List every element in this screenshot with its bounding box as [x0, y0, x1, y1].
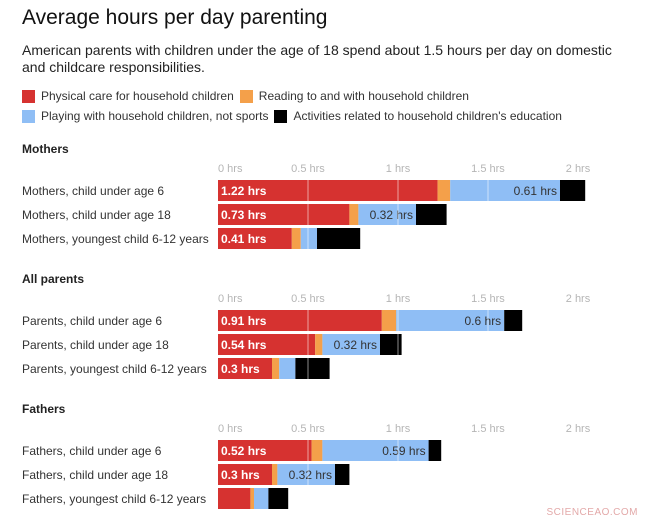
legend-swatch-playing: [22, 109, 35, 123]
legend-item-education: Activities related to household children…: [274, 109, 562, 123]
bar-segment-reading: [272, 358, 280, 379]
x-tick-label: 0 hrs: [218, 293, 243, 305]
legend-label-physical: Physical care for household children: [41, 89, 234, 103]
legend-label-reading: Reading to and with household children: [258, 89, 469, 103]
row-label: Parents, youngest child 6-12 years: [22, 362, 207, 376]
legend-label-playing: Playing with household children, not spo…: [41, 109, 269, 123]
chart-subtitle: American parents with children under the…: [22, 42, 612, 75]
bar-value-label: 0.54 hrs: [221, 338, 267, 352]
bar-value-label: 0.6 hrs: [465, 314, 502, 328]
row-label: Fathers, child under age 6: [22, 444, 162, 458]
row-label: Fathers, youngest child 6-12 years: [22, 492, 206, 506]
bar-segment-education: [317, 228, 361, 249]
x-tick-label: 0.5 hrs: [291, 423, 325, 435]
group-title: Mothers: [22, 142, 69, 156]
bar-segment-playing: [396, 310, 505, 331]
group-title: All parents: [22, 272, 84, 286]
bar-segment-reading: [381, 310, 397, 331]
bar-segment-playing: [279, 358, 296, 379]
legend-row: Playing with household children, not spo…: [22, 106, 642, 126]
row-label: Mothers, child under age 6: [22, 184, 164, 198]
x-tick-label: 1.5 hrs: [471, 163, 505, 175]
bar-segment-education: [428, 440, 442, 461]
bar-segment-playing: [322, 334, 380, 355]
legend-swatch-education: [274, 109, 288, 123]
bar-segment-playing: [450, 180, 560, 201]
bar-segment-physical: [218, 310, 382, 331]
legend-item-reading: Reading to and with household children: [239, 89, 469, 103]
bar-segment-reading: [291, 228, 301, 249]
row-label: Fathers, child under age 18: [22, 468, 168, 482]
bar-value-label: 0.32 hrs: [289, 468, 332, 482]
row-label: Parents, child under age 18: [22, 338, 169, 352]
bar-segment-physical: [218, 440, 312, 461]
bar-value-label: 0.59 hrs: [382, 444, 425, 458]
group-title: Fathers: [22, 402, 66, 416]
x-tick-label: 2 hrs: [566, 163, 591, 175]
bar-segment-reading: [311, 440, 323, 461]
x-tick-label: 0.5 hrs: [291, 163, 325, 175]
legend-item-playing: Playing with household children, not spo…: [22, 109, 268, 123]
bar-segment-playing: [300, 228, 317, 249]
bar-segment-reading: [315, 334, 323, 355]
bar-segment-reading: [250, 488, 254, 509]
bar-segment-education: [295, 358, 330, 379]
bar-value-label: 0.73 hrs: [221, 208, 267, 222]
legend-swatch-reading: [239, 89, 253, 103]
bar-segment-education: [560, 180, 586, 201]
bar-value-label: 0.3 hrs: [221, 468, 260, 482]
bar-segment-reading: [437, 180, 451, 201]
bar-segment-playing: [358, 204, 416, 225]
x-tick-label: 1 hrs: [386, 163, 411, 175]
bar-segment-education: [380, 334, 402, 355]
x-tick-label: 1 hrs: [386, 293, 411, 305]
row-label: Mothers, youngest child 6-12 years: [22, 232, 209, 246]
x-tick-label: 0 hrs: [218, 163, 243, 175]
legend: Physical care for household children Rea…: [22, 86, 642, 126]
legend-item-physical: Physical care for household children: [22, 89, 234, 103]
x-tick-label: 0.5 hrs: [291, 293, 325, 305]
legend-label-education: Activities related to household children…: [293, 109, 562, 123]
bar-value-label: 1.22 hrs: [221, 184, 267, 198]
bar-segment-playing: [277, 464, 335, 485]
bar-segment-physical: [218, 488, 251, 509]
bar-segment-physical: [218, 358, 272, 379]
x-tick-label: 1.5 hrs: [471, 423, 505, 435]
bar-segment-playing: [254, 488, 269, 509]
chart-title: Average hours per day parenting: [22, 6, 328, 29]
bar-segment-education: [416, 204, 447, 225]
watermark: SCIENCEAO.COM: [546, 507, 638, 518]
x-tick-label: 2 hrs: [566, 423, 591, 435]
bar-segment-physical: [218, 180, 438, 201]
bar-segment-playing: [322, 440, 429, 461]
bar-segment-reading: [272, 464, 278, 485]
bar-value-label: 0.41 hrs: [221, 232, 267, 246]
bar-segment-physical: [218, 204, 350, 225]
bar-value-label: 0.3 hrs: [221, 362, 260, 376]
bar-segment-education: [335, 464, 350, 485]
bar-segment-education: [268, 488, 289, 509]
bar-segment-physical: [218, 228, 292, 249]
bar-value-label: 0.91 hrs: [221, 314, 267, 328]
x-tick-label: 1 hrs: [386, 423, 411, 435]
x-tick-label: 2 hrs: [566, 293, 591, 305]
bar-value-label: 0.61 hrs: [514, 184, 557, 198]
x-tick-label: 0 hrs: [218, 423, 243, 435]
bar-segment-education: [504, 310, 523, 331]
bar-segment-physical: [218, 334, 316, 355]
row-label: Parents, child under age 6: [22, 314, 162, 328]
bar-segment-physical: [218, 464, 272, 485]
bar-value-label: 0.32 hrs: [370, 208, 413, 222]
bar-value-label: 0.32 hrs: [334, 338, 377, 352]
bar-segment-reading: [349, 204, 359, 225]
legend-row: Physical care for household children Rea…: [22, 86, 642, 106]
legend-swatch-physical: [22, 89, 35, 103]
row-label: Mothers, child under age 18: [22, 208, 171, 222]
x-tick-label: 1.5 hrs: [471, 293, 505, 305]
bar-value-label: 0.52 hrs: [221, 444, 267, 458]
